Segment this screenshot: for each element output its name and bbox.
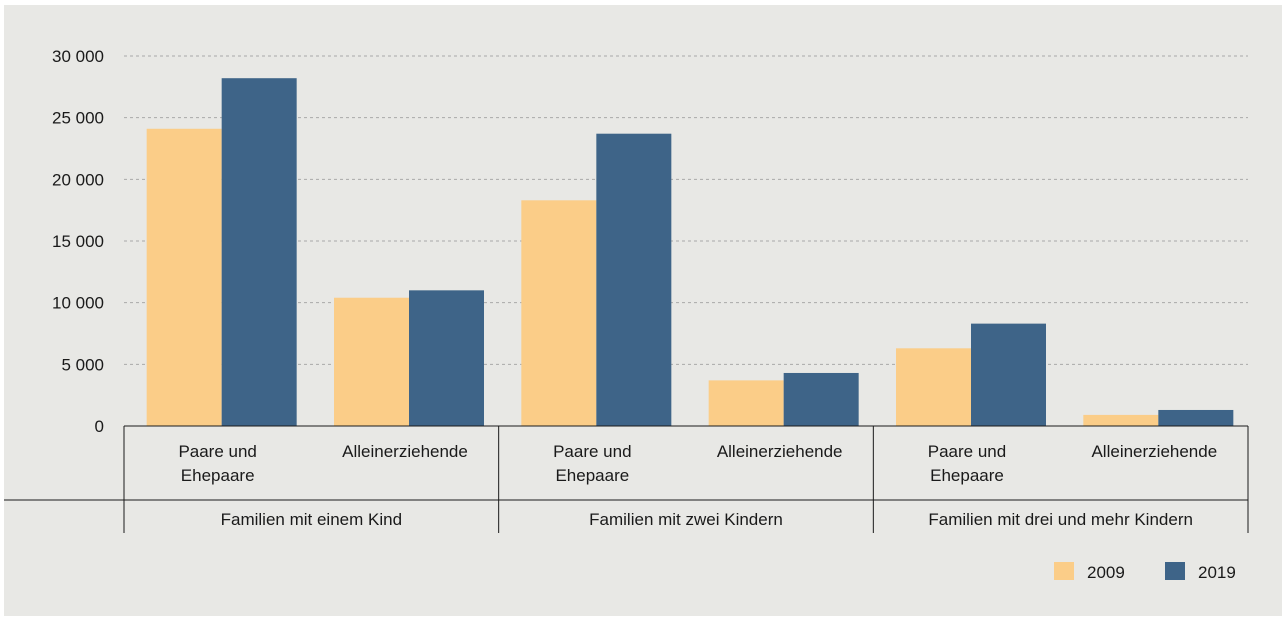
bar-2009 — [708, 380, 784, 426]
category-label-line: Ehepaare — [555, 466, 629, 485]
x-axis: Paare und Ehepaare Alleinerziehende Familie… — [4, 425, 1249, 533]
group-label: Familien mit zwei Kindern — [589, 510, 783, 529]
category-label: Paare und Ehepaare — [928, 442, 1006, 485]
category-label-line: Paare und — [553, 442, 631, 461]
bar-2019 — [596, 133, 672, 426]
category-label-line: Paare und — [928, 442, 1006, 461]
bar-2009 — [521, 200, 597, 426]
bars — [146, 78, 1234, 426]
y-tick-label: 5 000 — [61, 355, 104, 374]
category-label: Alleinerziehende — [717, 442, 843, 461]
bar-chart: 0 5 000 10 000 15 000 20 000 25 000 30 000 Paa… — [4, 47, 1249, 582]
category-label-line: Alleinerziehende — [717, 442, 843, 461]
bar-2019 — [783, 372, 859, 426]
bar-2009 — [146, 128, 222, 426]
bar-2019 — [221, 78, 297, 426]
bar-2009 — [334, 297, 409, 426]
chart-panel: 0 5 000 10 000 15 000 20 000 25 000 30 000 Paa… — [4, 5, 1282, 616]
gridlines — [124, 55, 1248, 365]
y-axis: 0 5 000 10 000 15 000 20 000 25 000 30 000 — [52, 47, 104, 436]
legend: 2009 2019 — [1054, 562, 1236, 582]
bar-2019 — [971, 323, 1046, 426]
y-tick-label: 30 000 — [52, 47, 104, 66]
bar-2009 — [1083, 414, 1159, 426]
category-label-line: Paare und — [178, 442, 256, 461]
y-tick-label: 20 000 — [52, 170, 104, 189]
category-label-line: Alleinerziehende — [342, 442, 468, 461]
bar-2019 — [409, 290, 484, 426]
y-tick-label: 10 000 — [52, 294, 104, 313]
y-tick-label: 15 000 — [52, 232, 104, 251]
group-label: Familien mit drei und mehr Kindern — [928, 510, 1193, 529]
category-label-line: Alleinerziehende — [1091, 442, 1217, 461]
y-tick-label: 0 — [95, 417, 104, 436]
category-label-line: Ehepaare — [181, 466, 255, 485]
legend-label-2009: 2009 — [1087, 563, 1125, 582]
bar-2009 — [896, 348, 971, 426]
category-label: Paare und Ehepaare — [178, 442, 256, 485]
category-label: Alleinerziehende — [342, 442, 468, 461]
legend-swatch-2019 — [1165, 562, 1185, 580]
legend-swatch-2009 — [1054, 562, 1074, 580]
bar-2019 — [1158, 409, 1234, 426]
category-label-line: Ehepaare — [930, 466, 1004, 485]
group-label: Familien mit einem Kind — [221, 510, 402, 529]
category-label: Paare und Ehepaare — [553, 442, 631, 485]
y-tick-label: 25 000 — [52, 109, 104, 128]
legend-label-2019: 2019 — [1198, 563, 1236, 582]
category-label: Alleinerziehende — [1091, 442, 1217, 461]
